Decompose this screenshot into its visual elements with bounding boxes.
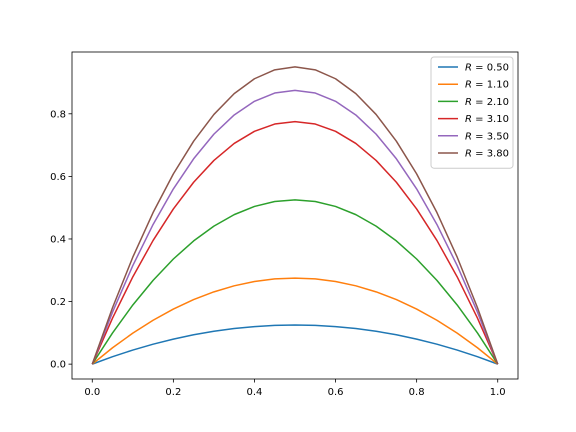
x-tick-label: 0.8 xyxy=(409,387,425,398)
series-line-2 xyxy=(91,199,499,365)
x-tick-label: 0.2 xyxy=(165,387,181,398)
x-tick-label: 1.0 xyxy=(490,387,506,398)
y-tick-label: 0.8 xyxy=(50,109,66,120)
y-tick-label: 0.4 xyxy=(50,234,66,245)
legend-label-4: R = 3.50 xyxy=(465,131,509,142)
x-axis: 0.0 0.2 0.4 0.6 0.8 1.0 xyxy=(84,379,506,398)
legend-label-0: R = 0.50 xyxy=(465,63,509,74)
legend-label-2: R = 2.10 xyxy=(465,97,509,108)
series-line-1 xyxy=(91,277,499,365)
y-axis: 0.0 0.2 0.4 0.6 0.8 xyxy=(50,109,72,371)
x-tick-label: 0.6 xyxy=(328,387,344,398)
legend: R = 0.50 R = 1.10 R = 2.10 R = 3.10 R = 3.50… xyxy=(430,56,514,169)
legend-label-5: R = 3.80 xyxy=(465,149,509,160)
series-layer xyxy=(91,66,499,365)
x-tick-label: 0.0 xyxy=(84,387,100,398)
y-tick-label: 0.0 xyxy=(50,360,66,371)
y-tick-label: 0.6 xyxy=(50,172,66,183)
legend-label-3: R = 3.10 xyxy=(465,114,509,125)
legend-label-1: R = 1.10 xyxy=(465,80,509,91)
series-line-0 xyxy=(92,324,498,365)
x-tick-label: 0.4 xyxy=(247,387,263,398)
y-tick-label: 0.2 xyxy=(50,297,66,308)
series-line-5 xyxy=(91,66,499,365)
series-line-4 xyxy=(91,89,499,365)
series-line-3 xyxy=(91,120,499,365)
